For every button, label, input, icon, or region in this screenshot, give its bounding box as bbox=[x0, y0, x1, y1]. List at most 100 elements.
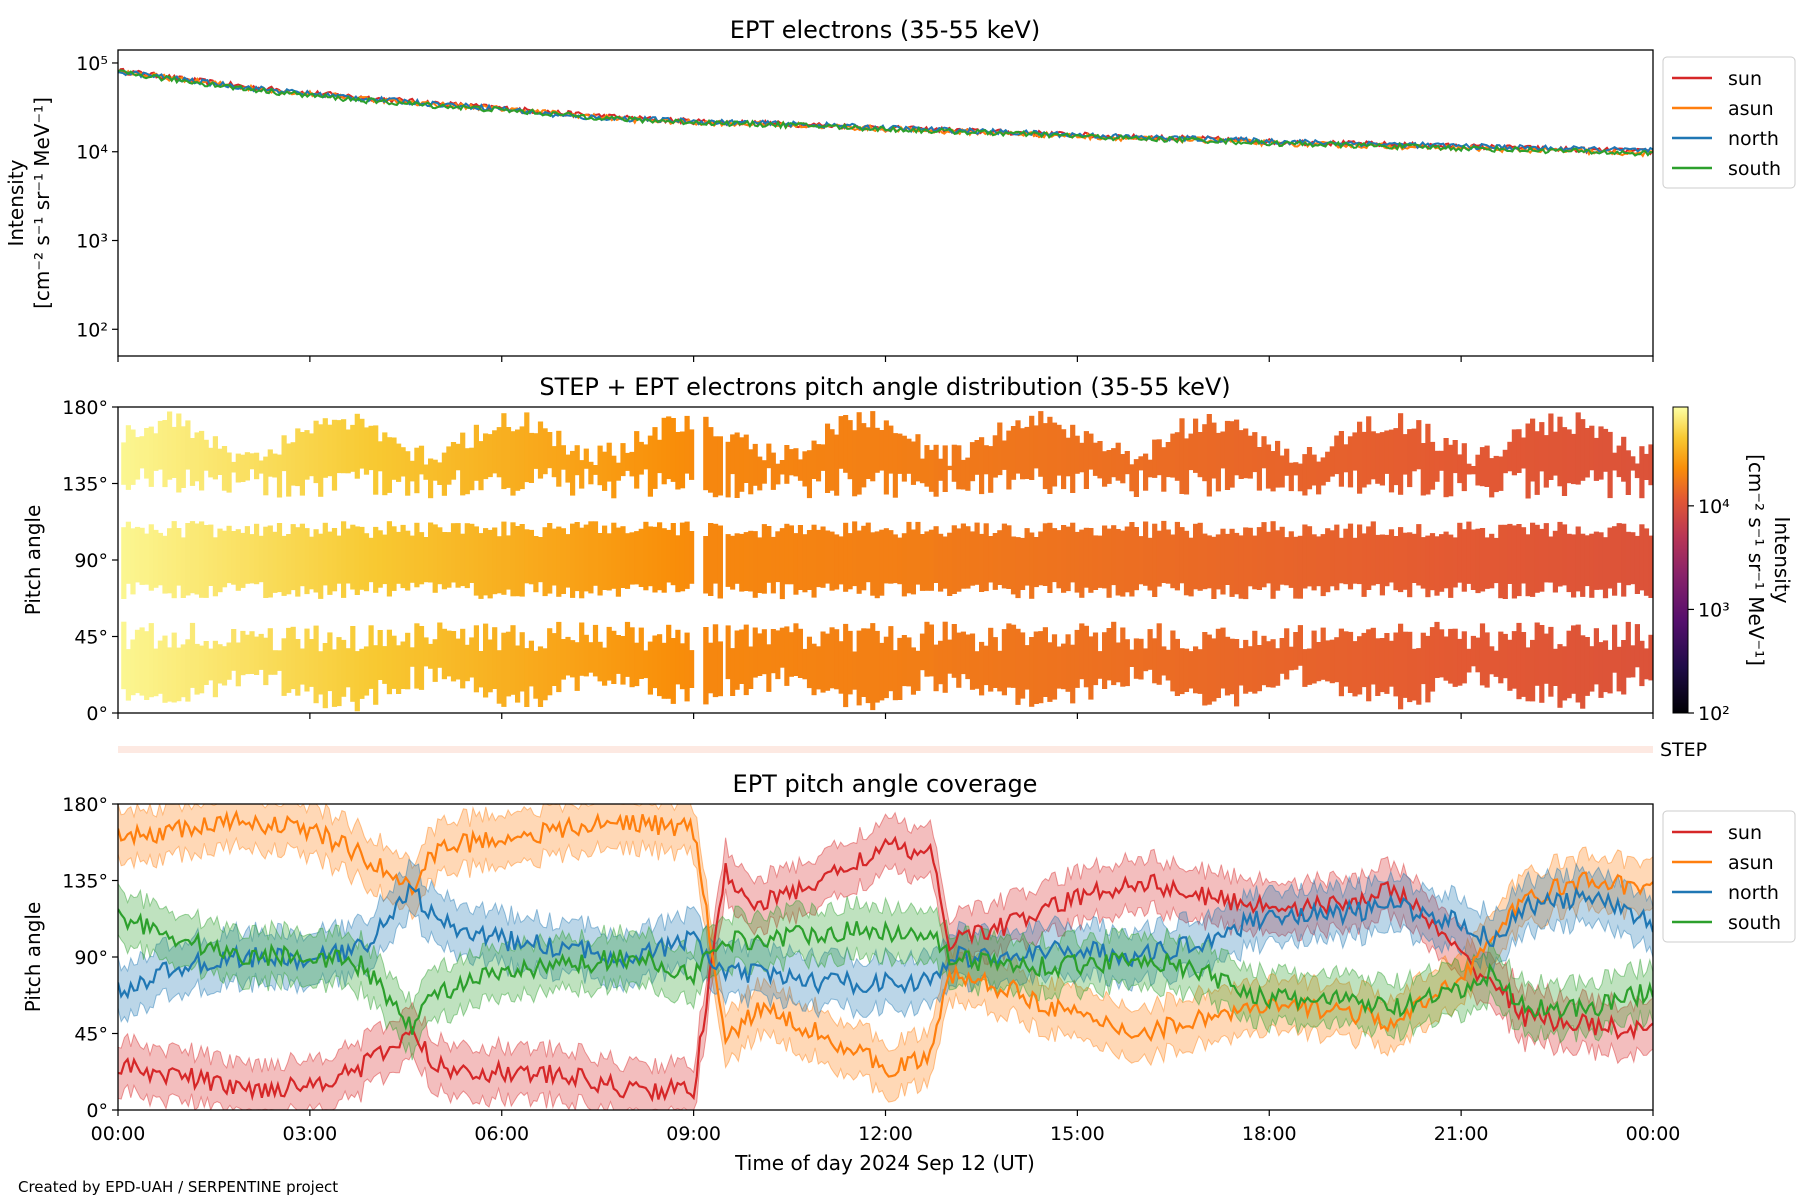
pad-cell bbox=[1475, 454, 1481, 486]
pad-cell bbox=[883, 636, 889, 699]
pad-cell bbox=[487, 434, 493, 478]
pad-cell bbox=[1539, 625, 1545, 703]
coverage-panel-title: EPT pitch angle coverage bbox=[733, 770, 1038, 798]
pad-cell bbox=[1183, 648, 1190, 692]
pad-cell bbox=[1261, 522, 1267, 588]
pad-cell bbox=[1197, 649, 1203, 694]
intensity-legend-south: south bbox=[1728, 158, 1781, 180]
pad-cell bbox=[455, 638, 461, 680]
pad-cell bbox=[811, 524, 817, 598]
pad-cell bbox=[1161, 447, 1167, 492]
pad-cell bbox=[565, 454, 571, 483]
pad-cell bbox=[856, 630, 862, 706]
pad-cell bbox=[1115, 642, 1121, 683]
pad-cell bbox=[1006, 525, 1012, 589]
pad-cell bbox=[906, 521, 912, 594]
pad-cell bbox=[583, 524, 589, 592]
pad-cell bbox=[1648, 535, 1653, 598]
pad-cell bbox=[396, 645, 402, 694]
pad-cell bbox=[1138, 456, 1144, 471]
pad-cell bbox=[1434, 536, 1440, 596]
pad-cell bbox=[1439, 450, 1445, 471]
pad-cell bbox=[345, 528, 351, 584]
pad-cell bbox=[1643, 648, 1650, 680]
pad-cell bbox=[1256, 447, 1262, 491]
pad-cell bbox=[1475, 637, 1481, 673]
pad-cell bbox=[487, 639, 493, 693]
pad-cell bbox=[919, 633, 925, 671]
pad-cell bbox=[1297, 625, 1303, 666]
pad-cell bbox=[1607, 431, 1613, 499]
pad-cell bbox=[657, 439, 663, 474]
pad-cell bbox=[363, 427, 370, 475]
pad-cell bbox=[1170, 534, 1176, 589]
pad-cell bbox=[240, 630, 246, 676]
pad-cell bbox=[441, 452, 447, 496]
pad-cell bbox=[892, 433, 898, 498]
pad-cell bbox=[620, 526, 626, 588]
pad-cell bbox=[870, 532, 876, 596]
pad-cell bbox=[583, 634, 589, 677]
pad-cell bbox=[1220, 528, 1226, 595]
coverage-legend-asun: asun bbox=[1728, 852, 1774, 874]
pad-cell bbox=[1015, 537, 1021, 599]
xtick-label: 21:00 bbox=[1434, 1123, 1489, 1145]
pad-cell bbox=[615, 462, 621, 481]
pad-cell bbox=[820, 631, 826, 693]
pad-cell bbox=[897, 537, 903, 585]
pad-cell bbox=[752, 627, 758, 678]
pad-cell bbox=[1520, 437, 1527, 469]
pad-cell bbox=[797, 459, 803, 481]
pad-cell bbox=[1020, 537, 1026, 590]
pad-cell bbox=[1416, 524, 1422, 586]
pad-cell bbox=[938, 640, 944, 685]
pad-cell bbox=[446, 446, 452, 485]
pad-cell bbox=[874, 427, 880, 473]
pad-cell bbox=[400, 447, 406, 477]
coverage-series-group bbox=[118, 804, 1653, 1110]
pad-cell bbox=[318, 424, 324, 497]
pad-cell bbox=[171, 521, 177, 599]
pad-cell bbox=[1106, 450, 1112, 484]
pad-cell bbox=[235, 529, 241, 591]
pad-cell bbox=[524, 648, 530, 707]
pad-cell bbox=[1593, 531, 1599, 590]
pad-cell bbox=[1143, 648, 1149, 672]
pad-cell bbox=[1357, 524, 1363, 585]
pad-cell bbox=[816, 529, 822, 588]
pad-cell bbox=[752, 531, 758, 598]
pad-cell bbox=[679, 431, 686, 489]
pad-cell bbox=[1329, 639, 1335, 684]
pad-cell bbox=[1079, 529, 1085, 598]
pad-cell bbox=[496, 536, 502, 594]
pad-cell bbox=[1106, 628, 1112, 681]
pad-cell bbox=[956, 528, 962, 592]
pad-cell bbox=[1138, 638, 1144, 680]
pad-cell bbox=[793, 623, 799, 676]
pad-cell bbox=[643, 444, 649, 470]
pad-cell bbox=[263, 637, 269, 686]
pad-cell bbox=[519, 524, 525, 597]
pad-cell bbox=[432, 639, 438, 682]
pad-cell bbox=[634, 431, 640, 489]
pad-cell bbox=[1179, 527, 1185, 584]
pad-cell bbox=[606, 533, 612, 591]
pad-cell bbox=[888, 530, 894, 584]
pad-cell bbox=[354, 526, 360, 595]
pad-cell bbox=[870, 411, 876, 482]
pad-cell bbox=[1143, 521, 1149, 586]
coverage-panel: EPT pitch angle coverage 0° 45° 90° 135° 180… bbox=[21, 770, 1796, 1175]
pad-ylabel: Pitch angle bbox=[21, 505, 45, 616]
pad-cell bbox=[793, 533, 799, 595]
pad-cell bbox=[1147, 537, 1153, 591]
pad-cell bbox=[528, 529, 534, 585]
pad-cell bbox=[1234, 639, 1240, 707]
pad-cell bbox=[974, 651, 980, 689]
pad-cell bbox=[652, 635, 658, 689]
pad-cell bbox=[423, 537, 429, 583]
pad-cell bbox=[611, 455, 617, 499]
pad-cell bbox=[281, 638, 287, 696]
pad-cell bbox=[865, 427, 871, 479]
pad-cell bbox=[652, 526, 658, 593]
pad-cell bbox=[528, 640, 534, 687]
